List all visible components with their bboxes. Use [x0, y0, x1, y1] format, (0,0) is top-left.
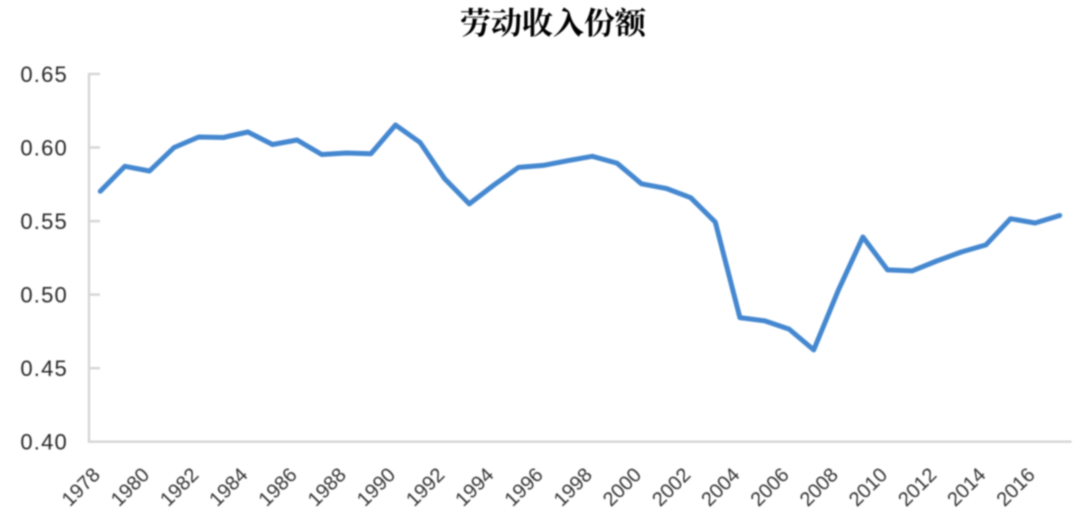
svg-text:1998: 1998: [550, 464, 597, 511]
svg-text:1986: 1986: [255, 464, 302, 511]
svg-text:1980: 1980: [107, 464, 154, 511]
svg-text:2008: 2008: [796, 464, 843, 511]
svg-text:0.40: 0.40: [20, 430, 68, 455]
svg-text:2004: 2004: [697, 464, 744, 511]
svg-text:1990: 1990: [353, 464, 400, 511]
svg-text:2000: 2000: [599, 464, 646, 511]
svg-text:0.45: 0.45: [20, 356, 68, 381]
svg-text:0.65: 0.65: [20, 62, 68, 87]
svg-text:1996: 1996: [501, 464, 548, 511]
svg-text:1984: 1984: [205, 464, 252, 511]
svg-text:1982: 1982: [156, 464, 203, 511]
svg-text:2016: 2016: [993, 464, 1040, 511]
svg-text:2002: 2002: [648, 464, 695, 511]
svg-text:1988: 1988: [304, 464, 351, 511]
svg-text:2006: 2006: [747, 464, 794, 511]
svg-text:2014: 2014: [943, 464, 990, 511]
svg-text:0.50: 0.50: [20, 282, 68, 307]
svg-text:0.60: 0.60: [20, 135, 68, 160]
svg-text:1978: 1978: [58, 464, 105, 511]
svg-text:1992: 1992: [402, 464, 449, 511]
svg-text:0.55: 0.55: [20, 209, 68, 234]
svg-text:1994: 1994: [451, 464, 498, 511]
svg-text:2010: 2010: [845, 464, 892, 511]
svg-text:2012: 2012: [894, 464, 941, 511]
